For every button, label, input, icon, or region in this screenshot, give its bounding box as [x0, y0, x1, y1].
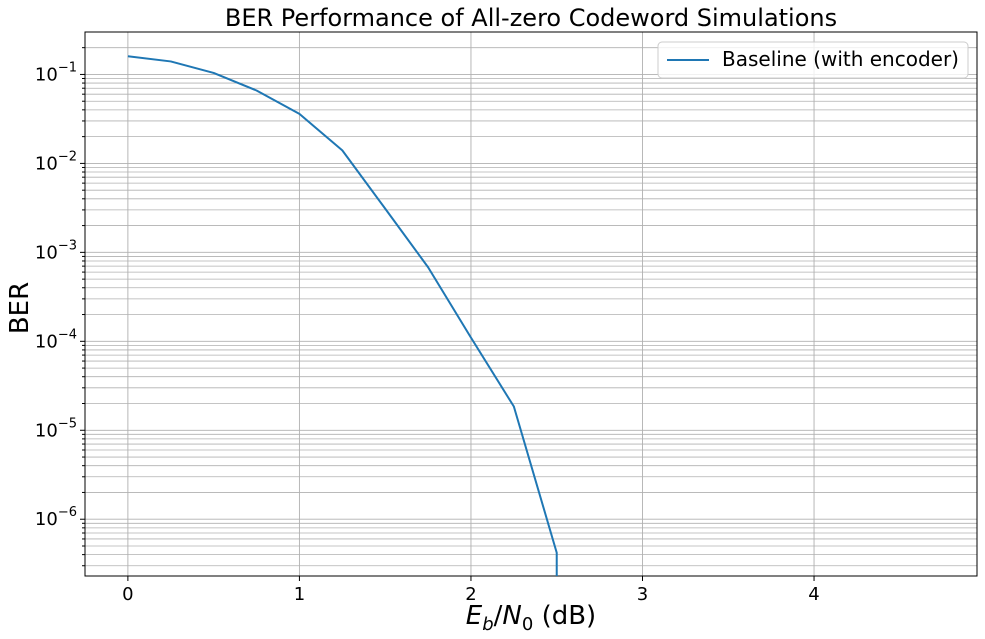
y-tick-label: 10−5 — [35, 416, 77, 441]
x-label-e: E — [466, 601, 483, 631]
y-axis-label: BER — [5, 282, 35, 334]
grid-lines — [85, 32, 977, 576]
x-label-unit: (dB) — [533, 601, 596, 631]
y-tick-label: 10−4 — [35, 327, 77, 352]
x-label-slash: / — [494, 601, 503, 631]
x-tick-label: 2 — [465, 584, 476, 605]
x-tick-label: 3 — [637, 584, 648, 605]
legend: Baseline (with encoder) — [657, 41, 969, 79]
plot-frame — [84, 31, 978, 577]
x-tick-label: 1 — [294, 584, 305, 605]
y-tick-label: 10−3 — [35, 238, 77, 263]
chart-title: BER Performance of All-zero Codeword Sim… — [225, 4, 837, 32]
tick-marks — [80, 47, 815, 581]
x-label-b-subscript: b — [482, 614, 493, 635]
x-tick-label: 0 — [122, 584, 133, 605]
x-label-n: N — [502, 601, 521, 631]
y-tick-label: 10−2 — [35, 149, 77, 174]
legend-label: Baseline (with encoder) — [722, 47, 959, 71]
x-tick-label: 4 — [808, 584, 819, 605]
tick-labels: 0 1 2 3 4 10−1 10−2 10−3 10−4 10−5 10−6 — [35, 60, 820, 605]
x-axis-label: Eb/N0 (dB) — [466, 601, 596, 635]
series-group — [127, 55, 558, 577]
x-label-0-subscript: 0 — [522, 614, 533, 635]
legend-box — [657, 41, 969, 79]
series-line-baseline — [127, 55, 558, 576]
y-tick-label: 10−6 — [35, 505, 77, 530]
y-tick-label: 10−1 — [35, 60, 77, 85]
